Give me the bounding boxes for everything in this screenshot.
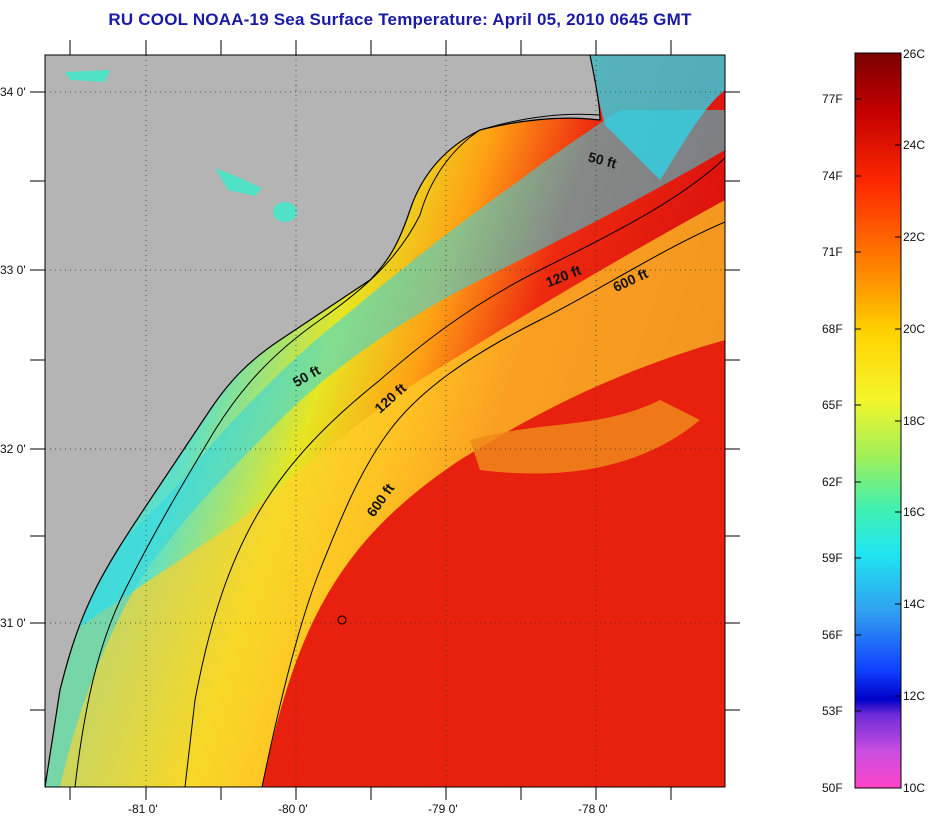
colorbar-f-label: 59F: [822, 551, 843, 565]
graticule: [45, 55, 725, 787]
isobath-600ft: [261, 221, 725, 787]
lon-label: -81 0': [128, 802, 158, 816]
colorbar-f-label: 53F: [822, 704, 843, 718]
lat-label: 33 0': [0, 263, 26, 277]
colorbar-f-label: 77F: [822, 92, 843, 106]
lat-label: 32 0': [0, 442, 26, 456]
colorbar-c-label: 14C: [903, 597, 926, 611]
colorbar-c-label: 26C: [903, 47, 926, 61]
warm-filament: [470, 400, 700, 474]
page-title: RU COOL NOAA-19 Sea Surface Temperature:…: [108, 10, 692, 29]
colorbar-c-label: 24C: [903, 138, 926, 152]
colorbar-c-label: 10C: [903, 781, 926, 795]
colorbar-f-label: 62F: [822, 475, 843, 489]
colorbar-c-label: 18C: [903, 414, 926, 428]
lon-label: -79 0': [428, 802, 458, 816]
map-frame: [44, 54, 726, 788]
colorbar-f-label: 56F: [822, 628, 843, 642]
inland-water: [215, 168, 262, 196]
coastline: [45, 55, 601, 787]
colorbar-ticks: [855, 98, 901, 712]
buoy-marker: [337, 615, 347, 625]
inland-water: [65, 70, 110, 82]
lon-label: -78 0': [578, 802, 608, 816]
nearshore-northeast: [590, 55, 725, 180]
nearshore-cool-band: [45, 110, 725, 787]
colorbar: [854, 52, 902, 789]
colorbar-c-label: 16C: [903, 505, 926, 519]
axis-ticks: [30, 40, 740, 800]
lat-label: 34 0': [0, 85, 26, 99]
colorbar-f-label: 74F: [822, 169, 843, 183]
colorbar-c-label: 22C: [903, 230, 926, 244]
isobath-120ft: [184, 157, 725, 787]
colorbar-c-label: 12C: [903, 689, 926, 703]
colorbar-c-label: 20C: [903, 322, 926, 336]
colorbar-f-label: 50F: [822, 781, 843, 795]
land-mass: [45, 55, 600, 787]
lon-label: -80 0': [278, 802, 308, 816]
lat-label: 31 0': [0, 616, 26, 630]
isobath-50ft: [74, 113, 601, 787]
colorbar-f-label: 65F: [822, 398, 843, 412]
colorbar-f-label: 68F: [822, 322, 843, 336]
colorbar-f-label: 71F: [822, 245, 843, 259]
inland-water: [273, 202, 297, 222]
